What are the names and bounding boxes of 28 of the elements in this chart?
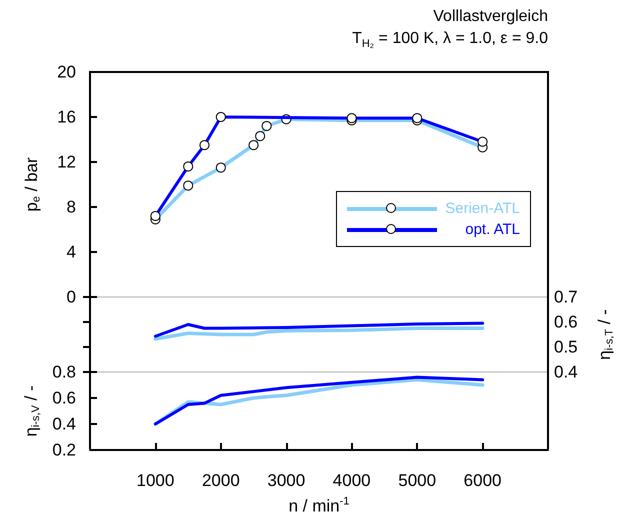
- y-tick-label: 0.8: [52, 362, 76, 382]
- chart-title: Volllastvergleich: [433, 8, 548, 26]
- y-tick-label: 8: [66, 198, 76, 216]
- y2-tick-label: 0.4: [554, 362, 578, 382]
- y-tick-label: 0.6: [52, 388, 76, 408]
- y2-tick-label: 0.7: [554, 288, 578, 306]
- y-tick-label: 20: [57, 62, 76, 82]
- y2-axis-title: ηi-s,T / -: [595, 309, 616, 360]
- y2-tick-label: 0.5: [554, 338, 578, 356]
- y-tick-label: 0.2: [52, 440, 76, 460]
- y-tick-label: 16: [57, 108, 76, 126]
- x-tick-label: 3000: [267, 471, 306, 490]
- x-tick-label: 1000: [136, 471, 174, 490]
- line-series: [154, 326, 484, 341]
- x-tick-label: 4000: [332, 471, 371, 490]
- y-tick-label: 4: [66, 242, 76, 262]
- y-axis-title: pe / bar: [22, 157, 42, 212]
- x-tick-label: 6000: [464, 471, 502, 490]
- x-tick-label: 2000: [202, 471, 240, 490]
- chart-subtitle: T$_{H₂}$ = 100 K, λ = 1.0, ε = 9.0: [352, 30, 548, 50]
- y2-tick-label: 0.6: [554, 312, 578, 332]
- legend-box: Serien-ATL opt. ATL: [336, 191, 531, 247]
- x-tick-label: 5000: [398, 471, 436, 490]
- y-tick-label: 0.4: [52, 414, 76, 434]
- y-tick-label: 0: [66, 288, 76, 306]
- line-series: [154, 322, 484, 338]
- y-axis-title: ηi-s,V / -: [21, 385, 42, 437]
- y-tick-label: 12: [57, 152, 76, 172]
